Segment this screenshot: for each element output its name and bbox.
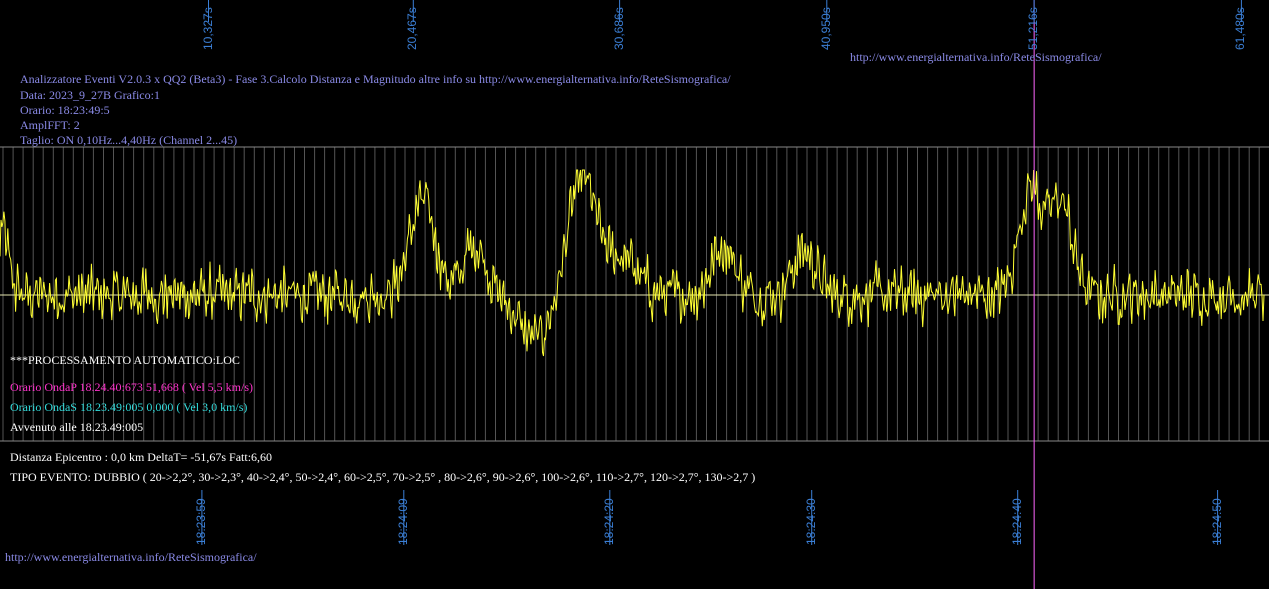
header-filter: Taglio: ON 0,10Hz...4,40Hz (Channel 2...… xyxy=(20,133,238,147)
signal-trace xyxy=(0,169,1265,357)
bottom-tick-label: 18:24:20 xyxy=(601,498,616,545)
processing-title: ***PROCESSAMENTO AUTOMATICO:LOC xyxy=(10,353,240,367)
event-type: TIPO EVENTO: DUBBIO ( 20->2,2°, 30->2,3°… xyxy=(10,470,756,484)
event-occurred-time: Avvenuto alle 18.23.49:005 xyxy=(10,420,144,434)
top-tick-label: 51,216s xyxy=(1026,7,1041,50)
top-tick-label: 30,686s xyxy=(611,7,626,50)
header-amplfft: AmplFFT: 2 xyxy=(20,118,80,132)
onda-s-time: Orario OndaS 18.23.49:005 0,000 ( Vel 3,… xyxy=(10,400,248,414)
bottom-tick-label: 18:24:50 xyxy=(1209,498,1224,545)
bottom-url-link[interactable]: http://www.energialternativa.info/ReteSi… xyxy=(5,550,257,564)
bottom-tick-label: 18:24:30 xyxy=(803,498,818,545)
header-title: Analizzatore Eventi V2.0.3 x QQ2 (Beta3)… xyxy=(20,72,731,86)
epicenter-distance: Distanza Epicentro : 0,0 km DeltaT= -51,… xyxy=(10,450,273,464)
bottom-tick-label: 18:24:40 xyxy=(1009,498,1024,545)
header-date: Data: 2023_9_27B Grafico:1 xyxy=(20,88,160,102)
top-tick-label: 40,950s xyxy=(818,7,833,50)
top-tick-label: 10,327s xyxy=(200,7,215,50)
onda-p-time: Orario OndaP 18.24.40:673 51,668 ( Vel 5… xyxy=(10,380,253,394)
top-tick-label: 61,480s xyxy=(1233,7,1248,50)
top-url-link[interactable]: http://www.energialternativa.info/ReteSi… xyxy=(850,50,1102,64)
header-time: Orario: 18:23:49:5 xyxy=(20,103,110,117)
top-tick-label: 20,467s xyxy=(405,7,420,50)
bottom-tick-label: 18:24:09 xyxy=(395,498,410,545)
bottom-tick-label: 18:23:59 xyxy=(193,498,208,545)
